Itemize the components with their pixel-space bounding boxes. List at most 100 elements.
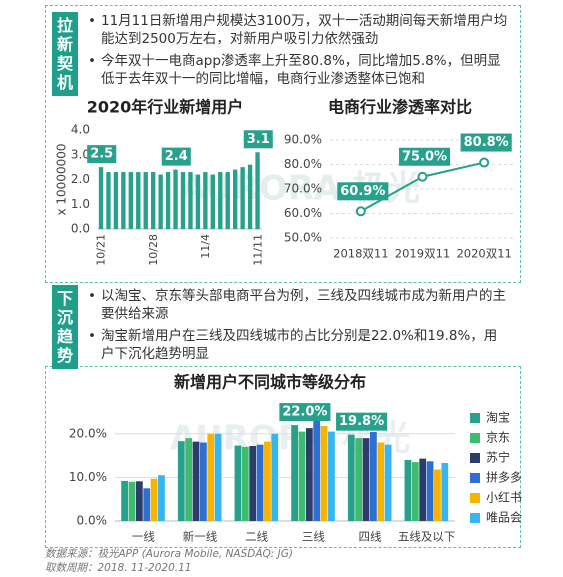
- bar: [135, 481, 143, 521]
- bar: [225, 172, 230, 229]
- x-tick-label: 2020双11: [456, 247, 511, 261]
- bar: [328, 431, 335, 521]
- bar: [249, 446, 257, 521]
- marker: [355, 206, 366, 217]
- bar: [180, 172, 186, 229]
- bar: [158, 475, 165, 521]
- x-tick-label: 2019双11: [395, 247, 450, 261]
- value-label-box: [243, 130, 273, 149]
- bar: [419, 458, 427, 521]
- bar: [305, 428, 313, 521]
- bullet: 以淘宝、京东等头部电商平台为例，三线及四线城市成为新用户的主要供给来源: [88, 287, 508, 323]
- bar: [150, 478, 158, 521]
- section-frame: [45, 366, 521, 548]
- section-frame: [45, 5, 521, 283]
- value-label: 3.1: [247, 132, 270, 147]
- bullets: 以淘宝、京东等头部电商平台为例，三线及四线城市成为新用户的主要供给来源 淘宝新增…: [88, 287, 508, 367]
- legend-swatch: [470, 493, 480, 503]
- value-label-group: 75.0%: [398, 147, 451, 166]
- value-label: 2.4: [165, 149, 188, 164]
- value-label-group: 60.9%: [337, 182, 389, 201]
- value-label-box: [87, 145, 117, 164]
- bar: [264, 441, 271, 521]
- x-tick-label: 四线: [359, 530, 382, 544]
- bar: [441, 463, 449, 521]
- y-tick-label: 20.0%: [69, 426, 107, 440]
- chart-title: 电商行业渗透率对比: [328, 98, 472, 117]
- bar: [241, 446, 249, 521]
- bar: [426, 461, 434, 521]
- value-label-box: [460, 133, 512, 152]
- bar: [195, 174, 201, 229]
- bar: [434, 469, 441, 521]
- bar: [177, 441, 185, 521]
- bar: [233, 169, 238, 229]
- bar: [128, 481, 136, 521]
- bar: [106, 172, 111, 229]
- x-tick-label: 新一线: [183, 530, 218, 544]
- bar: [411, 462, 419, 521]
- bar: [210, 174, 215, 229]
- bar: [203, 172, 208, 229]
- value-label-box: [161, 147, 191, 166]
- value-label: 19.8%: [339, 414, 384, 429]
- x-tick-label: 11/4: [199, 234, 212, 259]
- bar: [173, 169, 178, 229]
- y-tick-label: 10.0%: [69, 470, 107, 484]
- value-label-box: [398, 147, 451, 166]
- y-tick-label: 60.0%: [284, 206, 322, 220]
- bar: [298, 431, 306, 521]
- value-label: 80.8%: [464, 135, 509, 150]
- x-tick-label: 五线及以下: [398, 530, 456, 544]
- value-label-group: 19.8%: [336, 412, 388, 431]
- y-tick-label: 90.0%: [284, 133, 322, 147]
- value-label: 22.0%: [282, 405, 327, 420]
- value-label-group: 3.1: [243, 130, 273, 149]
- x-tick-label: 10/21: [95, 234, 108, 266]
- bullet: 今年双十一电商app渗透率上升至80.8%，同比增加5.8%，但明显低于去年双十…: [88, 52, 508, 88]
- section-label: 拉新契机: [52, 12, 78, 96]
- value-label-group: 80.8%: [460, 133, 512, 152]
- x-tick-label: 2018双11: [333, 247, 388, 261]
- y-tick-label: 4.0: [71, 123, 90, 137]
- legend-swatch: [470, 413, 480, 423]
- value-label-group: 2.5: [87, 145, 117, 164]
- legend-label: 淘宝: [486, 411, 510, 425]
- bar: [200, 442, 207, 521]
- footer-period: 取数周期：2018. 11-2020.11: [45, 562, 192, 574]
- legend-swatch: [470, 513, 480, 523]
- legend-swatch: [470, 473, 480, 483]
- bar: [313, 416, 321, 521]
- y-tick-label: 0.0: [71, 222, 90, 236]
- legend-label: 苏宁: [486, 450, 510, 465]
- bar: [355, 438, 363, 521]
- bar: [158, 174, 163, 229]
- bar: [143, 488, 151, 521]
- bar: [271, 433, 279, 521]
- bar: [151, 172, 156, 229]
- legend-swatch: [470, 433, 480, 443]
- bar: [207, 433, 215, 521]
- bar: [121, 480, 129, 521]
- legend-label: 唯品会: [486, 511, 522, 525]
- y-tick-label: 3.0: [71, 147, 90, 161]
- bullets: 11月11日新增用户规模达3100万，双十一活动期间每天新增用户均能达到2500…: [88, 12, 508, 92]
- value-label-box: [336, 412, 388, 431]
- y-axis-label: x 10000000: [55, 144, 69, 216]
- bar: [113, 172, 119, 229]
- bar: [247, 164, 253, 229]
- bar: [256, 444, 264, 521]
- x-tick-label: 一线: [132, 530, 155, 544]
- value-label: 2.5: [90, 147, 113, 162]
- y-tick-label: 0.0%: [77, 514, 108, 528]
- bar: [188, 172, 193, 229]
- bar: [240, 167, 245, 229]
- x-tick-label: 11/11: [251, 234, 264, 266]
- bar: [136, 172, 141, 229]
- bullet: 淘宝新增用户在三线及四线城市的占比分别是22.0%和19.8%，用户下沉化趋势明…: [88, 327, 508, 363]
- marker: [479, 157, 490, 168]
- value-label-group: 2.4: [161, 147, 191, 166]
- x-tick-label: 三线: [302, 530, 325, 544]
- legend-swatch: [470, 453, 480, 463]
